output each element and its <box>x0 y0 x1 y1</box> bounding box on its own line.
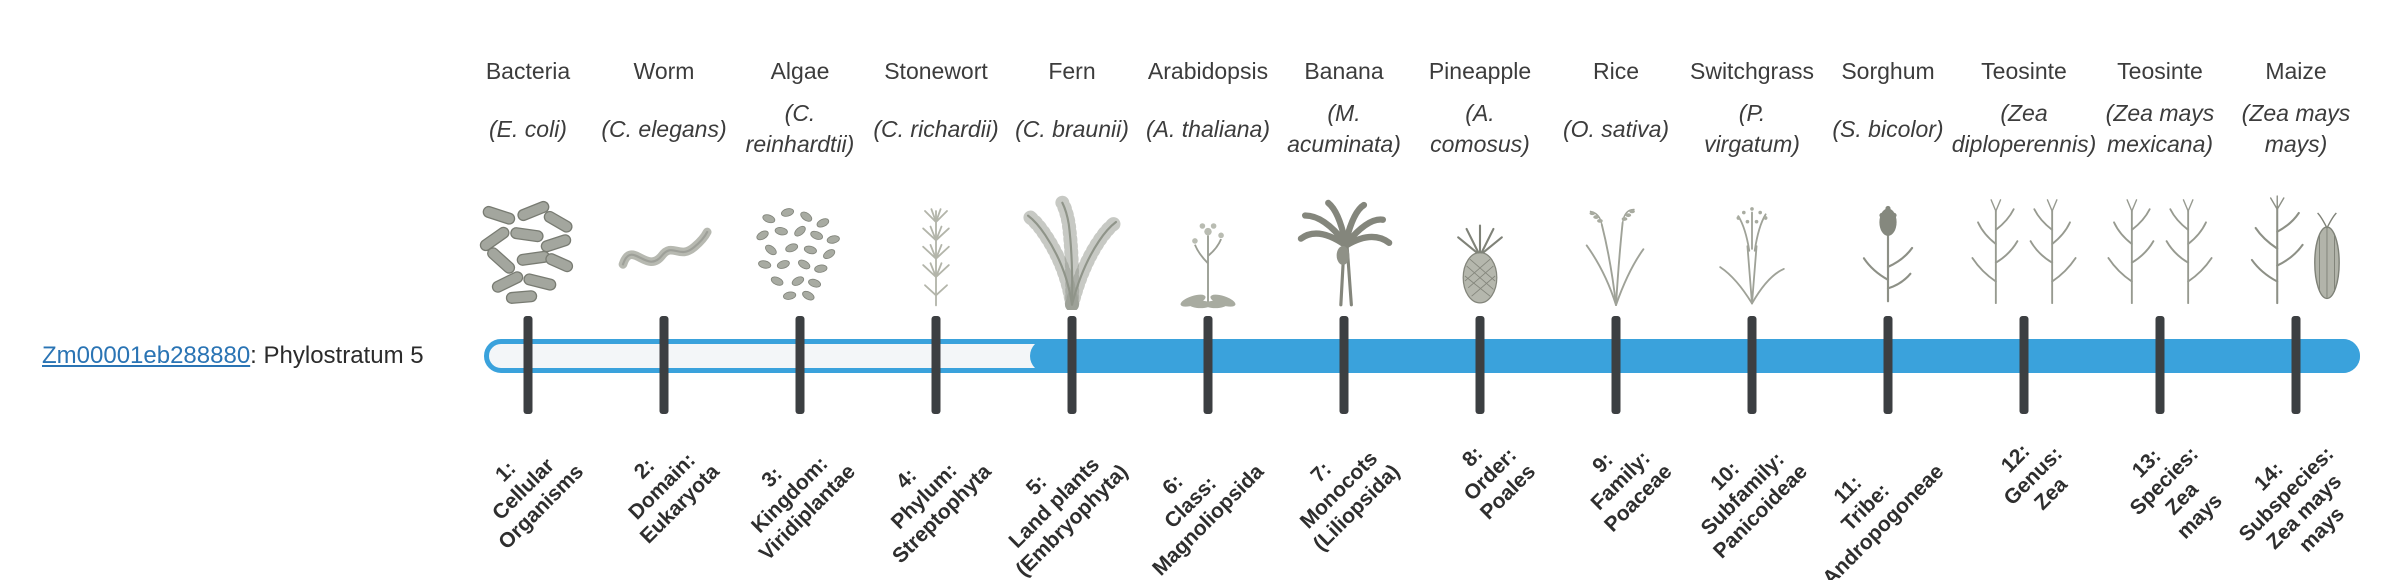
phylostratum-tick-label: 14: Subspecies: Zea mays mays <box>2234 442 2350 557</box>
worm-icon <box>576 168 752 310</box>
phylostratum-tick-label: 4: Phylum: Streptophyta <box>887 458 997 568</box>
stratum-scientific-name: (C. reinhardtii) <box>745 100 855 157</box>
stratum-column: Arabidopsis (A. thaliana) <box>1120 56 1296 310</box>
stratum-scientific-name: (Zea mays mexicana) <box>2105 100 2215 157</box>
stratum-column: Maize (Zea mays mays) <box>2208 56 2384 310</box>
stratum-common-name: Maize <box>2265 58 2327 84</box>
stratum-scientific-name: (O. sativa) <box>1562 115 1670 142</box>
stratum-common-name: Arabidopsis <box>1147 58 1269 84</box>
phylostratum-tick-label: 8: Order: Poales <box>1458 442 1541 525</box>
stratum-scientific-name: (A. thaliana) <box>1145 115 1270 142</box>
stratum-column: Banana (M. acuminata) <box>1256 56 1432 310</box>
arabidopsis-icon <box>1120 168 1296 310</box>
stratum-scientific-name: (S. bicolor) <box>1832 115 1944 142</box>
phylostratum-tick <box>795 316 805 414</box>
stratum-scientific-name: (M. acuminata) <box>1287 100 1401 157</box>
stratum-scientific-name: (C. richardii) <box>873 115 999 142</box>
phylostrata-bar-filled <box>1030 339 2360 373</box>
phylostratum-assignment-text: : Phylostratum 5 <box>250 342 424 369</box>
stratum-common-name: Rice <box>1592 58 1639 84</box>
phylostratum-tick-label: 13: Species: Zea mays <box>2125 442 2227 544</box>
phylostratum-tick-label: 9: Family: Poaceae <box>1586 446 1677 537</box>
stratum-scientific-name: (C. elegans) <box>601 115 727 142</box>
algae-icon <box>712 168 888 310</box>
stratum-common-name: Worm <box>633 58 695 84</box>
pineapple-icon <box>1392 168 1568 310</box>
phylostratum-tick <box>1883 316 1893 414</box>
stratum-scientific-name: (A. comosus) <box>1430 100 1530 157</box>
stratum-column: Rice (O. sativa) <box>1528 56 1704 310</box>
stonewort-icon <box>848 168 1024 310</box>
stratum-column: Algae (C. reinhardtii) <box>712 56 888 310</box>
stratum-scientific-name: (Zea diploperennis) <box>1951 100 2097 157</box>
stratum-common-name: Switchgrass <box>1690 58 1814 84</box>
stratum-scientific-name: (C. braunii) <box>1015 115 1129 142</box>
phylostratum-tick-label: 5: Land plants (Embryophyta) <box>1004 453 1133 580</box>
stratum-common-name: Sorghum <box>1841 58 1935 84</box>
phylostratum-tick <box>1339 316 1349 414</box>
phylostratum-tick-label: 12: Genus: Zea <box>1996 439 2072 515</box>
phylostratum-tick-label: 2: Domain: Eukaryota <box>624 448 725 549</box>
stratum-column: Fern (C. braunii) <box>984 56 1160 310</box>
fern-icon <box>984 168 1160 310</box>
stratum-common-name: Stonewort <box>884 58 988 84</box>
phylostratum-tick <box>1475 316 1485 414</box>
stratum-common-name: Teosinte <box>2117 58 2203 84</box>
stratum-column: Pineapple (A. comosus) <box>1392 56 1568 310</box>
stratum-common-name: Fern <box>1048 58 1096 84</box>
stratum-common-name: Algae <box>770 58 830 84</box>
phylostratum-tick <box>1611 316 1621 414</box>
bacteria-icon <box>440 168 616 310</box>
phylostratum-tick <box>1203 316 1213 414</box>
phylostratum-tick-label: 7: Monocots (Liliopsida) <box>1295 446 1405 556</box>
rice-icon <box>1528 168 1704 310</box>
phylostratum-tick-label: 1: Cellular Organisms <box>488 453 589 554</box>
phylostratum-tick <box>2019 316 2029 414</box>
stratum-common-name: Teosinte <box>1981 58 2067 84</box>
stratum-common-name: Bacteria <box>485 58 571 84</box>
phylostratum-tick <box>1747 316 1757 414</box>
stratum-common-name: Banana <box>1304 58 1384 84</box>
stratum-column: Stonewort (C. richardii) <box>848 56 1024 310</box>
stratum-column: Switchgrass (P. virgatum) <box>1664 56 1840 310</box>
phylostratum-tick <box>659 316 669 414</box>
stratum-column: Teosinte (Zea mays mexicana) <box>2072 56 2248 310</box>
banana-icon <box>1256 168 1432 310</box>
stratum-column: Worm (C. elegans) <box>576 56 752 310</box>
stratum-scientific-name: (P. virgatum) <box>1704 100 1800 157</box>
phylostratum-tick <box>2155 316 2165 414</box>
teosinte-icon <box>2072 168 2248 310</box>
phylostratum-tick <box>2291 316 2301 414</box>
phylostratum-tick-label: 6: Class: Magnoliopsida <box>1148 460 1269 580</box>
stratum-column: Sorghum (S. bicolor) <box>1800 56 1976 310</box>
gene-label: Zm00001eb288880: Phylostratum 5 <box>42 342 424 370</box>
stratum-common-name: Pineapple <box>1428 58 1532 84</box>
teosinte-icon <box>1936 168 2112 310</box>
phylostratum-tick-label: 11: Tribe: Andropogoneae <box>1818 460 1949 580</box>
gene-id-link[interactable]: Zm00001eb288880 <box>42 342 251 369</box>
stratum-scientific-name: (E. coli) <box>489 115 567 142</box>
switchgrass-icon <box>1664 168 1840 310</box>
stratum-scientific-name: (Zea mays mays) <box>2241 100 2351 157</box>
stratum-column: Bacteria (E. coli) <box>440 56 616 310</box>
stratum-column: Teosinte (Zea diploperennis) <box>1936 56 2112 310</box>
phylostratum-tick <box>931 316 941 414</box>
sorghum-icon <box>1800 168 1976 310</box>
phylostratum-tick-label: 3: Kingdom: Viridiplantae <box>747 452 861 566</box>
phylostratum-tick <box>1067 316 1077 414</box>
maize-icon <box>2208 168 2384 310</box>
phylostratum-tick <box>523 316 533 414</box>
